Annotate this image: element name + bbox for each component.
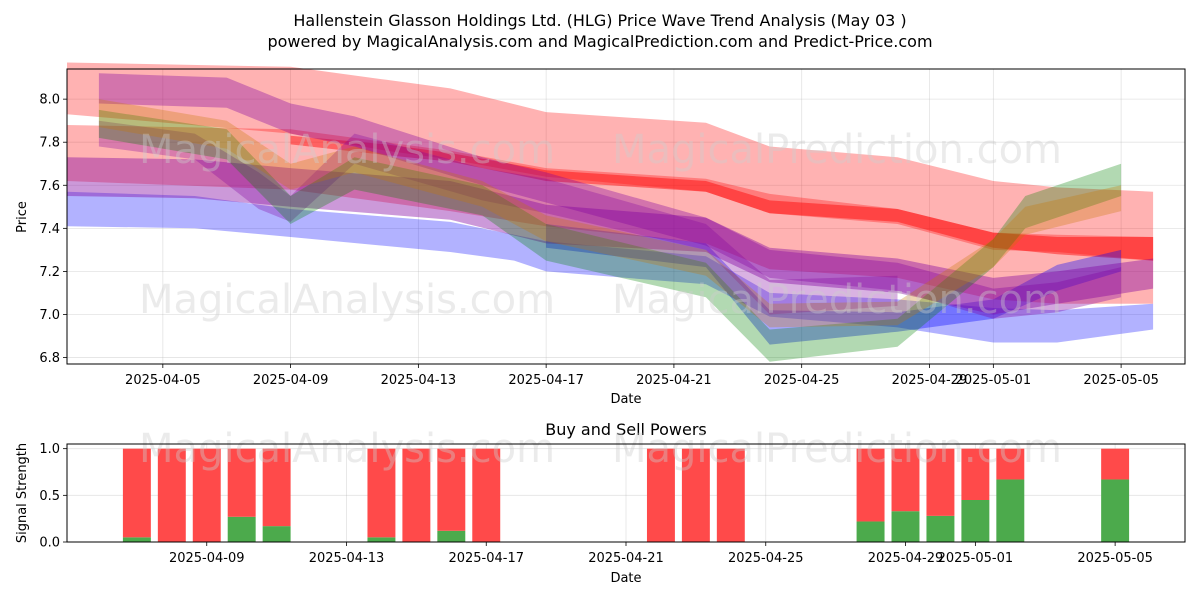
- price-x-tick-label: 2025-04-25: [764, 373, 840, 388]
- sell-bar: [681, 448, 710, 542]
- sell-bar: [437, 448, 466, 531]
- price-x-tick-label: 2025-04-05: [125, 373, 201, 388]
- price-y-tick-label: 7.0: [39, 308, 60, 323]
- price-band-purple: [67, 157, 1154, 315]
- price-x-ticks: 2025-04-05 2025-04-09 2025-04-13 2025-04-17…: [125, 364, 1159, 388]
- signal-bars: [122, 448, 1130, 542]
- buy-bar: [996, 479, 1025, 542]
- chart-subtitle: powered by MagicalAnalysis.com and Magic…: [267, 32, 932, 51]
- buy-bar: [227, 516, 256, 542]
- price-band-green: [98, 109, 1122, 362]
- sell-bar: [646, 448, 675, 542]
- price-x-tick-label: 2025-04-29: [892, 373, 968, 388]
- price-band-blue: [67, 191, 1154, 343]
- sell-bar: [402, 448, 431, 542]
- price-band-red: [67, 62, 1154, 261]
- price-x-tick-label: 2025-05-01: [956, 373, 1032, 388]
- signal-y-axis-label: Signal Strength: [15, 443, 30, 543]
- sell-bar: [122, 448, 151, 538]
- signal-x-tick-label: 2025-04-21: [588, 551, 664, 566]
- signal-x-tick-label: 2025-04-13: [309, 551, 385, 566]
- sell-bar: [891, 448, 920, 512]
- watermark-prediction: MagicalPrediction.com: [612, 277, 1062, 323]
- sell-bar: [996, 448, 1025, 480]
- sell-bar: [716, 448, 745, 542]
- sell-bar: [856, 448, 885, 522]
- price-x-tick-label: 2025-04-13: [381, 373, 457, 388]
- chart-title: Hallenstein Glasson Holdings Ltd. (HLG) …: [293, 11, 906, 30]
- buy-bar: [1101, 479, 1130, 542]
- price-panel: MagicalAnalysis.com MagicalPrediction.co…: [15, 62, 1186, 407]
- price-band-purple: [98, 120, 898, 315]
- sell-bar: [1101, 448, 1130, 480]
- price-band-red: [67, 125, 1154, 304]
- price-y-tick-label: 7.2: [39, 265, 60, 280]
- price-x-axis-label: Date: [610, 392, 641, 407]
- sell-bar: [262, 448, 291, 527]
- signal-chart-title: Buy and Sell Powers: [545, 420, 707, 439]
- price-band-purple: [98, 73, 1122, 319]
- signal-y-tick-label: 0.5: [39, 489, 60, 504]
- sell-bar: [961, 448, 990, 500]
- buy-bar: [122, 537, 151, 542]
- price-y-axis-label: Price: [15, 201, 30, 233]
- price-y-tick-label: 8.0: [39, 93, 60, 108]
- sell-bar: [157, 448, 186, 542]
- watermark-prediction: MagicalPrediction.com: [612, 426, 1062, 472]
- signal-y-tick-label: 0.0: [39, 536, 60, 551]
- signal-panel: Buy and Sell Powers MagicalAnalysis.com …: [15, 420, 1186, 586]
- sell-bar: [472, 448, 501, 542]
- buy-bar: [262, 526, 291, 542]
- signal-x-axis-label: Date: [610, 571, 641, 586]
- watermark-analysis: MagicalAnalysis.com: [139, 426, 555, 472]
- price-band-red: [290, 135, 1154, 261]
- price-grid: [67, 69, 1185, 364]
- signal-x-tick-label: 2025-04-25: [728, 551, 804, 566]
- price-y-tick-label: 6.8: [39, 351, 60, 366]
- signal-x-ticks: 2025-04-09 2025-04-13 2025-04-17 2025-04-21…: [169, 542, 1153, 566]
- sell-bar: [192, 448, 221, 542]
- buy-bar: [926, 515, 955, 542]
- buy-bar: [367, 537, 396, 542]
- sell-bar: [926, 448, 955, 516]
- price-y-tick-label: 7.4: [39, 222, 60, 237]
- signal-watermarks: MagicalAnalysis.com MagicalPrediction.co…: [139, 426, 1062, 472]
- signal-y-tick-label: 1.0: [39, 442, 60, 457]
- price-y-ticks: 6.8 7.0 7.2 7.4 7.6 7.8 8.0: [39, 93, 67, 366]
- buy-bar: [437, 530, 466, 542]
- buy-bar: [891, 511, 920, 542]
- signal-x-tick-label: 2025-05-01: [938, 551, 1014, 566]
- price-band-blue: [546, 224, 1122, 345]
- price-plot-area: [67, 69, 1185, 364]
- watermark-analysis: MagicalAnalysis.com: [139, 277, 555, 323]
- price-axes-frame: [66, 68, 1186, 365]
- price-x-tick-label: 2025-04-09: [253, 373, 329, 388]
- price-x-tick-label: 2025-04-21: [636, 373, 712, 388]
- price-x-tick-label: 2025-05-05: [1083, 373, 1159, 388]
- price-x-tick-label: 2025-04-17: [508, 373, 584, 388]
- sell-bar: [367, 448, 396, 538]
- watermark-prediction: MagicalPrediction.com: [612, 127, 1062, 173]
- buy-bar: [856, 521, 885, 542]
- signal-x-tick-label: 2025-04-09: [169, 551, 245, 566]
- watermark-analysis: MagicalAnalysis.com: [139, 127, 555, 173]
- buy-bar: [961, 500, 990, 542]
- price-bands: [67, 62, 1154, 362]
- signal-x-tick-label: 2025-05-05: [1077, 551, 1153, 566]
- signal-x-tick-label: 2025-04-17: [448, 551, 524, 566]
- price-band-orange: [98, 99, 1122, 328]
- signal-y-ticks: 0.0 0.5 1.0: [39, 442, 67, 551]
- price-watermarks: MagicalAnalysis.com MagicalPrediction.co…: [139, 127, 1062, 323]
- signal-x-tick-label: 2025-04-29: [868, 551, 944, 566]
- price-y-tick-label: 7.8: [39, 136, 60, 151]
- sell-bar: [227, 448, 256, 517]
- price-y-tick-label: 7.6: [39, 179, 60, 194]
